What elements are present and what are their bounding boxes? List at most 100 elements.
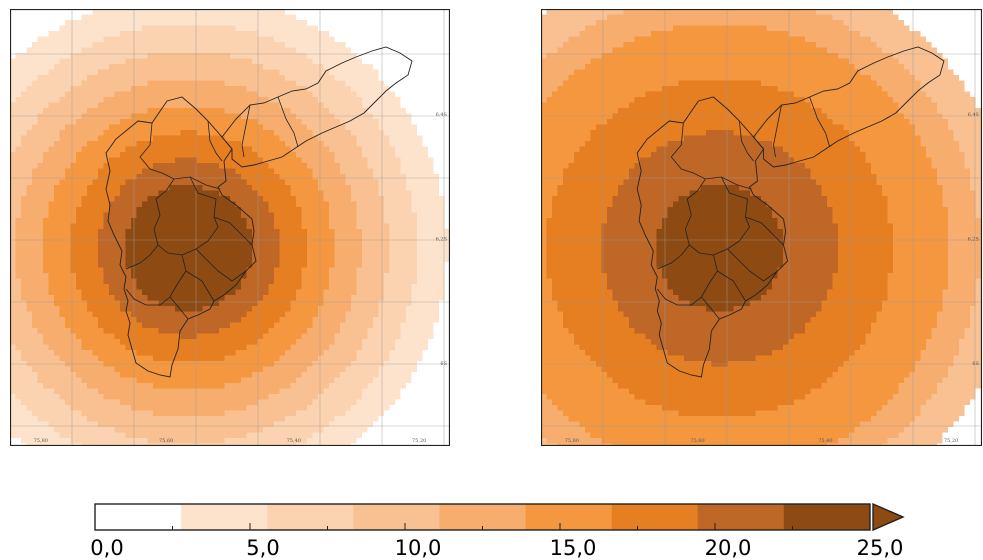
map-cell xyxy=(153,31,159,37)
map-cell xyxy=(230,69,236,76)
map-cell xyxy=(65,152,71,158)
map-cell xyxy=(230,278,236,285)
map-cell xyxy=(26,168,33,175)
map-cell xyxy=(114,344,121,351)
map-cell xyxy=(224,14,231,21)
map-cell xyxy=(307,146,313,153)
map-cell xyxy=(241,344,247,351)
map-cell xyxy=(400,47,407,54)
map-cell xyxy=(417,152,423,158)
map-cell xyxy=(37,190,44,197)
map-cell xyxy=(285,289,291,296)
map-cell xyxy=(367,339,374,345)
map-cell xyxy=(76,141,82,147)
map-cell xyxy=(59,317,66,323)
map-cell xyxy=(279,108,286,114)
map-cell xyxy=(257,91,264,98)
map-cell xyxy=(219,328,225,334)
map-cell xyxy=(252,168,258,175)
map-cell xyxy=(246,31,253,37)
map-cell xyxy=(312,190,319,197)
map-cell xyxy=(48,168,55,175)
map-cell xyxy=(109,174,115,180)
map-cell xyxy=(340,328,346,334)
map-cell xyxy=(65,42,71,48)
map-cell xyxy=(235,135,242,142)
map-cell xyxy=(120,64,126,70)
map-cell xyxy=(345,223,352,230)
map-cell xyxy=(252,284,258,290)
map-cell xyxy=(153,339,159,345)
map-cell xyxy=(43,278,49,285)
map-cell xyxy=(43,25,49,32)
map-cell xyxy=(169,196,176,202)
map-cell xyxy=(268,311,275,318)
map-cell xyxy=(406,163,412,169)
map-cell xyxy=(180,9,187,15)
map-cell xyxy=(54,141,60,147)
map-cell xyxy=(235,218,242,224)
map-cell xyxy=(318,317,324,323)
map-cell xyxy=(191,251,198,257)
map-cell xyxy=(345,196,352,202)
map-cell xyxy=(43,190,49,197)
map-cell xyxy=(15,278,22,285)
map-cell xyxy=(109,278,115,285)
map-cell xyxy=(213,267,220,274)
map-cell xyxy=(103,218,110,224)
map-cell xyxy=(48,47,55,54)
map-cell xyxy=(312,53,319,59)
map-cell xyxy=(417,278,423,285)
map-cell xyxy=(340,80,346,87)
map-cell xyxy=(32,317,38,323)
map-cell xyxy=(164,267,170,274)
map-cell xyxy=(92,240,99,246)
map-cell xyxy=(389,212,396,219)
map-cell xyxy=(164,201,170,208)
map-cell xyxy=(400,58,407,65)
map-cell xyxy=(224,273,231,279)
map-cell xyxy=(345,108,352,114)
map-cell xyxy=(411,124,418,131)
map-cell xyxy=(422,119,429,125)
map-cell xyxy=(26,14,33,21)
map-cell xyxy=(279,344,286,351)
map-cell xyxy=(175,306,181,312)
map-cell xyxy=(362,322,368,329)
map-cell xyxy=(411,240,418,246)
map-cell xyxy=(406,86,412,92)
map-cell xyxy=(164,152,170,158)
map-cell xyxy=(428,289,434,296)
map-cell xyxy=(87,36,93,43)
map-cell xyxy=(114,102,121,109)
map-cell xyxy=(406,42,412,48)
map-cell xyxy=(345,306,352,312)
map-cell xyxy=(48,113,55,120)
map-cell xyxy=(48,185,55,191)
map-cell xyxy=(268,344,275,351)
map-cell xyxy=(164,31,170,37)
map-cell xyxy=(54,25,60,32)
map-cell xyxy=(323,97,330,103)
map-cell xyxy=(15,130,22,136)
map-cell xyxy=(428,218,434,224)
map-cell xyxy=(406,97,412,103)
map-cell xyxy=(213,91,220,98)
map-cell xyxy=(378,9,385,15)
map-cell xyxy=(257,311,264,318)
map-cell xyxy=(422,124,429,131)
map-cell xyxy=(37,157,44,164)
map-cell xyxy=(263,229,269,235)
map-cell xyxy=(142,163,148,169)
map-cell xyxy=(153,157,159,164)
map-cell xyxy=(411,152,418,158)
map-cell xyxy=(274,75,280,81)
map-cell xyxy=(21,75,27,81)
map-cell xyxy=(356,256,363,263)
map-cell xyxy=(213,146,220,153)
map-cell xyxy=(301,47,308,54)
map-cell xyxy=(54,86,60,92)
map-cell xyxy=(307,295,313,301)
map-cell xyxy=(158,262,165,268)
map-cell xyxy=(323,47,330,54)
